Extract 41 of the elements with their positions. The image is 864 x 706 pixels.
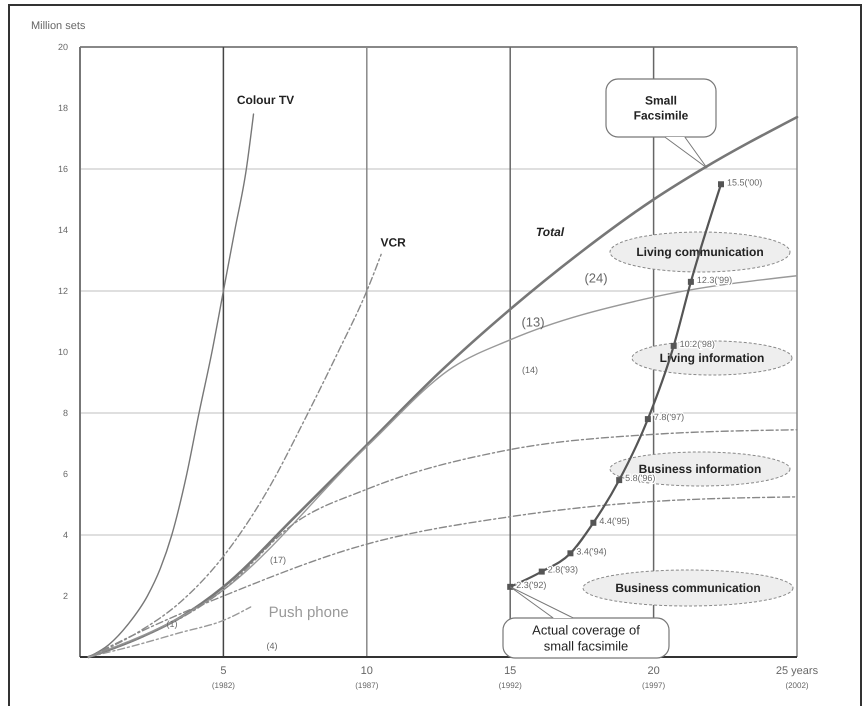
text: (2002) bbox=[785, 680, 809, 690]
annotation: (24) bbox=[584, 270, 608, 286]
series-label: Colour TV bbox=[236, 93, 294, 108]
data-label: 3.4('94) bbox=[576, 546, 607, 556]
y-tick-label: 8 bbox=[62, 408, 68, 418]
annotation: (14) bbox=[522, 365, 538, 376]
x-tick-label: 10 bbox=[360, 665, 373, 677]
data-label: 12.3('99) bbox=[696, 274, 732, 285]
text: (1982) bbox=[212, 680, 236, 690]
data-label: 4.4('95) bbox=[599, 516, 630, 526]
y-tick-label: 14 bbox=[58, 225, 68, 235]
y-tick-label: 10 bbox=[58, 347, 68, 357]
x-tick-label: 25 years bbox=[776, 665, 819, 677]
series-label: VCR bbox=[380, 235, 406, 250]
text: (1992) bbox=[498, 680, 522, 690]
text: (1987) bbox=[355, 680, 379, 690]
y-tick-label: 18 bbox=[58, 103, 68, 113]
text: (1997) bbox=[642, 680, 666, 690]
annotation: Small Facsimile bbox=[634, 94, 689, 123]
y-axis-title: Million sets bbox=[31, 20, 86, 32]
y-tick-label: 16 bbox=[58, 164, 68, 174]
data-label: 15.5('00) bbox=[727, 177, 762, 188]
y-tick-label: 4 bbox=[62, 530, 68, 540]
annotation: Actual coverage of small facsimile bbox=[532, 622, 640, 654]
y-tick-label: 6 bbox=[62, 469, 68, 479]
annotation: Business communication bbox=[615, 581, 761, 596]
data-label: 2.3('92) bbox=[516, 580, 546, 590]
annotation: (17) bbox=[270, 555, 286, 566]
series-label: Total bbox=[536, 225, 565, 239]
annotation: (4) bbox=[266, 641, 278, 652]
data-label: 10.2('98) bbox=[680, 338, 715, 349]
y-tick-label: 20 bbox=[58, 42, 68, 52]
x-tick-label: 5 bbox=[220, 665, 226, 677]
data-label: 2.8('93) bbox=[548, 564, 578, 575]
data-label: 5.8('96) bbox=[625, 473, 656, 484]
y-tick-label: 12 bbox=[58, 286, 68, 296]
x-tick-label: 15 bbox=[504, 665, 516, 677]
y-tick-label: 2 bbox=[62, 591, 68, 601]
series-label: Push phone bbox=[268, 604, 349, 621]
annotation: (13) bbox=[521, 314, 545, 330]
x-tick-label: 20 bbox=[647, 665, 660, 677]
